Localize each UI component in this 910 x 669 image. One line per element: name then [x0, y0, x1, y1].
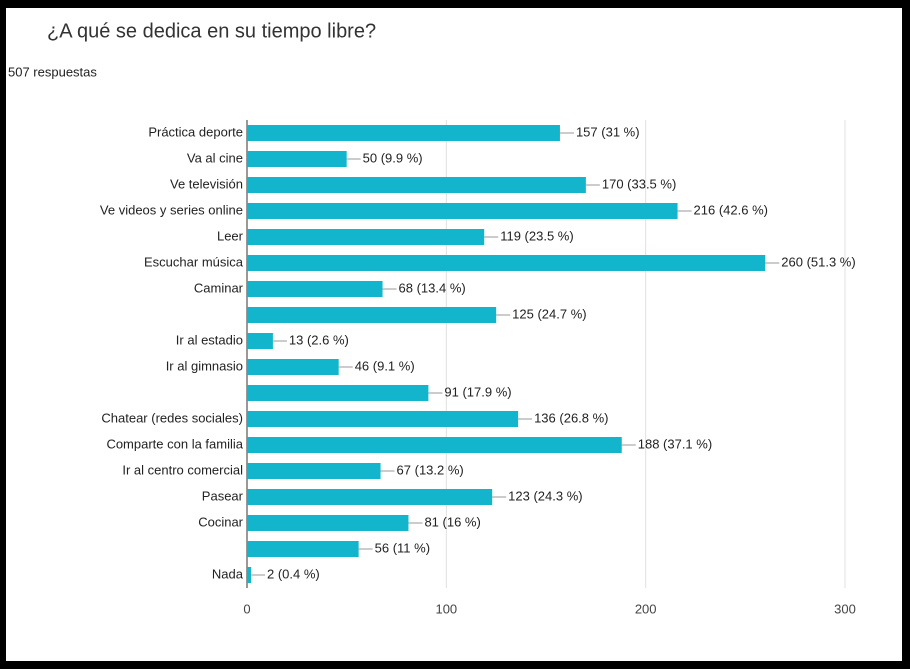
bar	[247, 411, 519, 427]
bar	[247, 463, 381, 479]
data-label: 67 (13.2 %)	[397, 462, 464, 477]
y-tick-label: Comparte con la familia	[106, 436, 243, 451]
bar	[247, 125, 560, 141]
y-tick-label: Caminar	[194, 280, 244, 295]
chart-title: ¿A qué se dedica en su tiempo libre?	[47, 20, 376, 42]
data-label: 123 (24.3 %)	[508, 488, 582, 503]
y-tick-label: Leer	[217, 228, 244, 243]
bar	[247, 567, 251, 583]
bar	[247, 229, 485, 245]
y-tick-label: Pasear	[202, 488, 244, 503]
y-tick-label: Ve videos y series online	[100, 202, 243, 217]
bar	[247, 255, 766, 271]
y-tick-label: Ir al gimnasio	[166, 358, 243, 373]
x-tick-label: 200	[635, 601, 657, 616]
bar	[247, 151, 347, 167]
y-tick-label: Va al cine	[187, 150, 243, 165]
y-tick-label: Cocinar	[198, 514, 243, 529]
data-label: 50 (9.9 %)	[363, 150, 423, 165]
data-label: 56 (11 %)	[375, 540, 430, 555]
data-label: 46 (9.1 %)	[355, 358, 415, 373]
bar	[247, 437, 622, 453]
data-label: 119 (23.5 %)	[500, 228, 573, 243]
bar	[247, 515, 409, 531]
bar	[247, 307, 497, 323]
data-label: 68 (13.4 %)	[399, 280, 466, 295]
bar	[247, 177, 586, 193]
chart-subtitle: 507 respuestas	[8, 64, 97, 79]
x-tick-label: 0	[243, 601, 250, 616]
data-label: 13 (2.6 %)	[289, 332, 349, 347]
bar	[247, 385, 429, 401]
bar	[247, 359, 339, 375]
bar	[247, 333, 273, 349]
data-label: 91 (17.9 %)	[444, 384, 511, 399]
bar	[247, 489, 493, 505]
bar	[247, 541, 359, 557]
data-label: 188 (37.1 %)	[638, 436, 712, 451]
bar	[247, 281, 383, 297]
data-label: 170 (33.5 %)	[602, 176, 676, 191]
bar	[247, 203, 678, 219]
data-label: 136 (26.8 %)	[534, 410, 608, 425]
data-label: 157 (31 %)	[576, 124, 640, 139]
x-tick-label: 100	[435, 601, 457, 616]
y-tick-label: Ir al estadio	[176, 332, 243, 347]
y-tick-label: Chatear (redes sociales)	[101, 410, 243, 425]
x-tick-label: 300	[834, 601, 856, 616]
y-tick-label: Escuchar música	[144, 254, 244, 269]
background	[6, 8, 902, 661]
y-tick-label: Práctica deporte	[148, 124, 243, 139]
y-tick-label: Ve televisión	[170, 176, 243, 191]
data-label: 2 (0.4 %)	[267, 566, 320, 581]
y-tick-label: Ir al centro comercial	[122, 462, 243, 477]
data-label: 260 (51.3 %)	[781, 254, 855, 269]
data-label: 125 (24.7 %)	[512, 306, 586, 321]
data-label: 81 (16 %)	[424, 514, 480, 529]
data-label: 216 (42.6 %)	[694, 202, 768, 217]
y-tick-label: Nada	[212, 566, 244, 581]
